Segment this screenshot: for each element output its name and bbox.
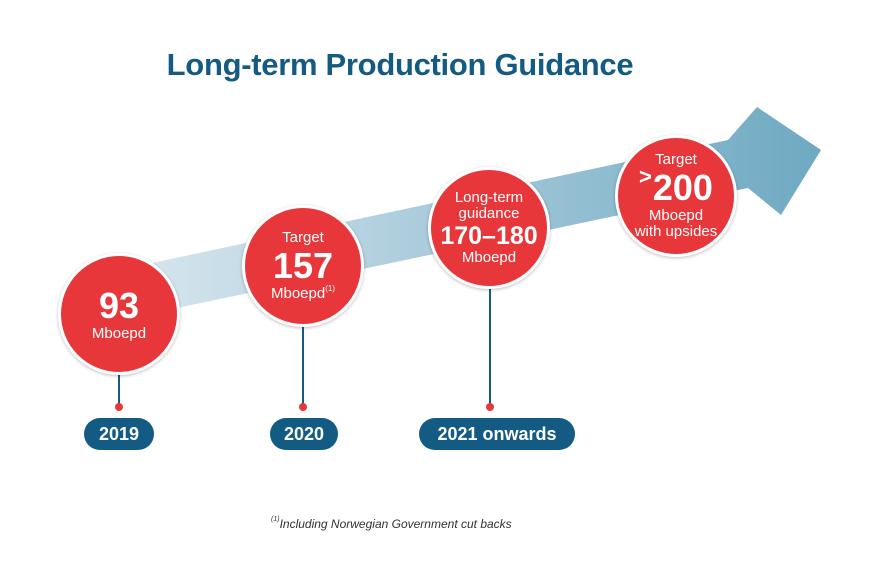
milestone-circle-target: Target >200 Mboepd with upsides (615, 135, 737, 257)
year-badge-2019: 2019 (84, 418, 154, 450)
milestone-value-row: >200 (639, 166, 713, 209)
page-title: Long-term Production Guidance (166, 47, 634, 82)
timeline-dot-2019 (115, 403, 123, 411)
footnote-marker: (1) (325, 284, 335, 293)
milestone-unit: Mboepd (461, 249, 517, 267)
milestone-value: 200 (652, 167, 713, 209)
milestone-label: Target (655, 151, 697, 169)
milestone-note: with upsides (634, 222, 718, 240)
milestone-circle-2020: Target 157 Mboepd(1) (242, 205, 364, 327)
footnote-text: Including Norwegian Government cut backs (279, 517, 512, 531)
year-badge-2021-onwards: 2021 onwards (419, 418, 575, 450)
year-badge-2020: 2020 (270, 418, 338, 450)
timeline-dot-2021 (486, 403, 494, 411)
milestone-circle-2019: 93 Mboepd (58, 253, 180, 375)
milestone-value: 170–180 (440, 221, 538, 250)
footnote-marker: (1) (271, 516, 280, 523)
milestone-value: 157 (272, 245, 334, 286)
timeline-stem-2020 (302, 322, 304, 408)
greater-than-sign: > (639, 164, 652, 190)
timeline-dot-2020 (299, 403, 307, 411)
timeline-stem-2021 (489, 285, 491, 407)
timeline-stem-2019 (118, 370, 120, 406)
milestone-unit: Mboepd (91, 325, 147, 343)
milestone-unit-row: Mboepd(1) (271, 284, 335, 302)
footnote: (1)Including Norwegian Government cut ba… (271, 516, 512, 531)
milestone-label: Long-term guidance (454, 188, 524, 223)
milestone-unit: Mboepd (648, 207, 704, 225)
milestone-label: Target (282, 229, 324, 247)
milestone-value: 93 (98, 285, 140, 327)
milestone-unit: Mboepd (271, 285, 326, 302)
milestone-circle-2021: Long-term guidance 170–180 Mboepd (428, 167, 550, 289)
